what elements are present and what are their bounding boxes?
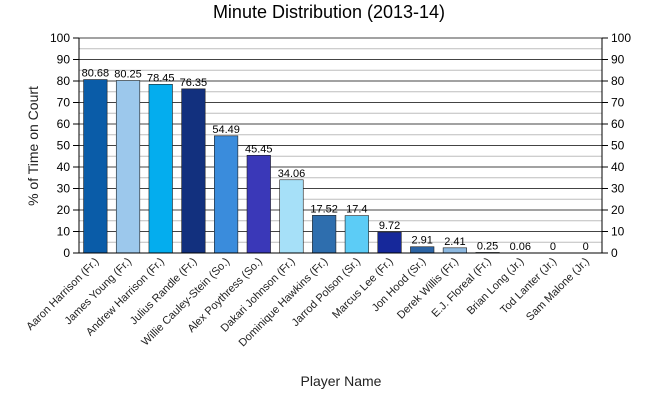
bars: [83, 79, 533, 254]
bar: [214, 135, 239, 254]
bar: [442, 247, 467, 254]
y-tick-label-right: 10: [611, 225, 625, 239]
bar: [83, 79, 108, 254]
axes: 0 0 10 10 20 20 30 30 40 40 50 50 60 60 70 70 80 80 90 90 10…: [50, 31, 631, 260]
bar: [181, 88, 206, 254]
bar: [312, 215, 337, 254]
y-tick-label-right: 60: [611, 117, 625, 131]
y-tick-label-left: 100: [50, 31, 70, 45]
data-label: 0.06: [510, 241, 531, 253]
data-label: 78.45: [147, 72, 175, 84]
data-label: 34.06: [278, 168, 306, 180]
y-tick-label-right: 20: [611, 203, 625, 217]
y-tick-label-left: 20: [57, 203, 71, 217]
bar: [148, 84, 173, 254]
data-label: 2.91: [412, 235, 433, 247]
data-label: 17.52: [310, 203, 338, 215]
data-label: 9.72: [379, 220, 400, 232]
y-tick-label-right: 30: [611, 182, 625, 196]
bar: [410, 246, 435, 254]
y-tick-label-left: 0: [63, 246, 70, 260]
y-tick-label-right: 40: [611, 160, 625, 174]
category-labels: Aaron Harrison (Fr.)James Young (Fr.)And…: [24, 256, 592, 350]
data-labels: 80.68 80.25 78.45 76.35 54.49 45.45 34.06 17.52…: [82, 68, 589, 253]
data-label: 17.4: [346, 204, 367, 216]
y-tick-label-left: 60: [57, 117, 71, 131]
y-tick-label-right: 100: [611, 31, 631, 45]
data-label: 80.25: [114, 68, 142, 80]
y-tick-label-left: 70: [57, 96, 71, 110]
data-label: 2.41: [444, 236, 465, 248]
x-tick-label: Sam Malone (Jr.): [524, 256, 592, 324]
y-tick-label-left: 90: [57, 53, 71, 67]
y-tick-label-right: 90: [611, 53, 625, 67]
data-label: 0: [550, 241, 556, 253]
x-tick-label: E.J. Floreal (Fr.): [429, 256, 493, 320]
y-tick-label-right: 0: [611, 246, 618, 260]
data-label: 0: [583, 241, 589, 253]
bar: [279, 179, 304, 254]
y-tick-label-left: 40: [57, 160, 71, 174]
data-label: 0.25: [477, 240, 498, 252]
x-axis-label: Player Name: [301, 373, 382, 389]
y-tick-label-left: 80: [57, 74, 71, 88]
y-tick-label-right: 70: [611, 96, 625, 110]
data-label: 45.45: [245, 143, 273, 155]
y-tick-label-left: 10: [57, 225, 71, 239]
bar: [246, 154, 271, 254]
bar: [377, 231, 402, 254]
y-tick-label-right: 80: [611, 74, 625, 88]
data-label: 76.35: [180, 77, 208, 89]
y-tick-label-right: 50: [611, 139, 625, 153]
chart-title: Minute Distribution (2013-14): [213, 2, 445, 22]
y-axis-label: % of Time on Court: [25, 86, 41, 206]
data-label: 54.49: [212, 124, 240, 136]
data-label: 80.68: [82, 68, 110, 80]
x-tick-label: Brian Long (Jr.): [465, 256, 527, 318]
y-tick-label-left: 50: [57, 139, 71, 153]
bar: [344, 215, 369, 254]
bar: [115, 80, 141, 254]
y-tick-label-left: 30: [57, 182, 71, 196]
